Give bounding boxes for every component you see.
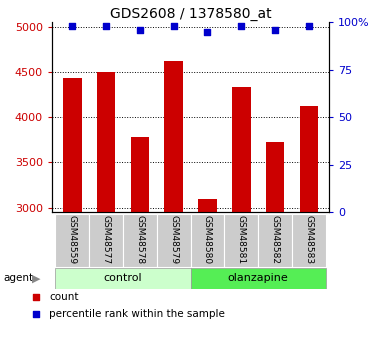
Bar bbox=[123, 214, 157, 267]
Bar bbox=[55, 214, 89, 267]
Text: count: count bbox=[49, 293, 79, 302]
Bar bbox=[63, 78, 82, 212]
Bar bbox=[191, 214, 224, 267]
Point bbox=[69, 23, 75, 29]
Text: GSM48583: GSM48583 bbox=[305, 215, 313, 264]
Bar bbox=[232, 88, 251, 212]
Bar bbox=[157, 214, 191, 267]
Text: ▶: ▶ bbox=[32, 274, 40, 283]
Text: GSM48559: GSM48559 bbox=[68, 215, 77, 264]
Text: GSM48582: GSM48582 bbox=[271, 215, 280, 264]
Text: GSM48581: GSM48581 bbox=[237, 215, 246, 264]
Bar bbox=[224, 214, 258, 267]
Bar bbox=[191, 268, 326, 289]
Bar bbox=[55, 268, 191, 289]
Point bbox=[243, 264, 249, 269]
Text: olanzapine: olanzapine bbox=[228, 274, 289, 283]
Bar bbox=[198, 199, 217, 212]
Text: GSM48578: GSM48578 bbox=[136, 215, 144, 264]
Point bbox=[243, 114, 249, 119]
Text: control: control bbox=[104, 274, 142, 283]
Bar bbox=[89, 214, 123, 267]
Bar bbox=[292, 214, 326, 267]
Text: GSM48577: GSM48577 bbox=[102, 215, 110, 264]
Title: GDS2608 / 1378580_at: GDS2608 / 1378580_at bbox=[110, 7, 271, 21]
Bar bbox=[131, 137, 149, 212]
Bar bbox=[258, 214, 292, 267]
Bar bbox=[164, 61, 183, 212]
Text: percentile rank within the sample: percentile rank within the sample bbox=[49, 309, 225, 319]
Point bbox=[137, 27, 143, 33]
Bar bbox=[266, 142, 285, 212]
Text: GSM48579: GSM48579 bbox=[169, 215, 178, 264]
Bar bbox=[300, 106, 318, 212]
Point bbox=[272, 27, 278, 33]
Point bbox=[103, 23, 109, 29]
Text: GSM48580: GSM48580 bbox=[203, 215, 212, 264]
Bar bbox=[97, 72, 116, 212]
Text: agent: agent bbox=[4, 274, 34, 283]
Point bbox=[306, 23, 312, 29]
Point bbox=[204, 29, 211, 34]
Point bbox=[238, 23, 244, 29]
Point bbox=[171, 23, 177, 29]
